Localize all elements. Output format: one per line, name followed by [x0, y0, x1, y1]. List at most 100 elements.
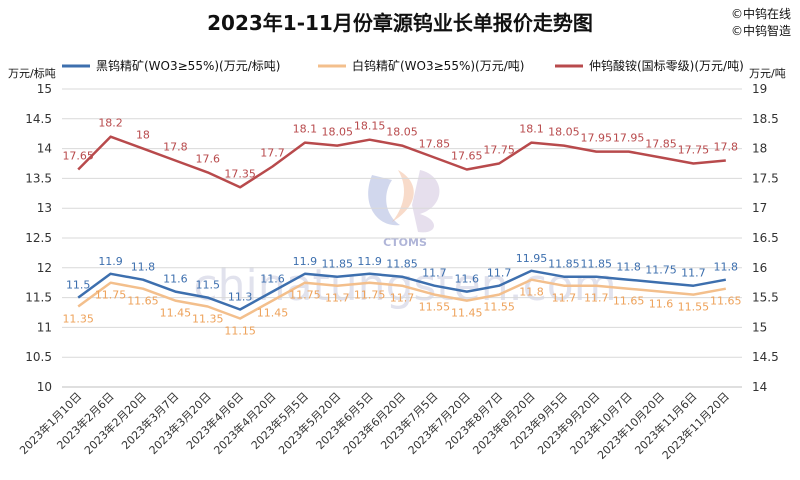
- data-label: 18.1: [519, 123, 544, 136]
- right-axis-ticks: 14 14.5 15 15.5 16 16.5 17 17.5 18 18.5 19: [752, 82, 779, 394]
- data-label: 11.65: [613, 295, 645, 308]
- data-label: 17.95: [581, 132, 613, 145]
- brand-line-1: ©中钨在线: [731, 6, 791, 21]
- data-label: 11.9: [98, 255, 123, 268]
- grid: [62, 88, 742, 388]
- data-label: 11.75: [645, 264, 677, 277]
- chart-title: 2023年1-11月份章源钨业长单报价走势图: [207, 11, 593, 35]
- data-label: 11.45: [160, 307, 192, 320]
- left-tick-label: 12: [37, 261, 52, 275]
- right-axis-unit: 万元/吨: [749, 67, 786, 80]
- data-labels: 11.511.9 11.811.6 11.511.311.611.9 11.85 11.…: [62, 117, 741, 338]
- data-label: 11.85: [386, 258, 418, 271]
- right-tick-label: 18.5: [752, 112, 779, 126]
- data-label: 11.6: [455, 273, 480, 286]
- data-label: 18.05: [548, 126, 580, 139]
- data-label: 11.45: [257, 307, 289, 320]
- data-label: 17.6: [195, 152, 220, 165]
- data-label: 11.7: [681, 267, 706, 280]
- data-label: 11.55: [419, 301, 451, 314]
- data-label: 11.6: [649, 298, 674, 311]
- data-label: 11.55: [678, 301, 710, 314]
- data-label: 11.8: [131, 261, 156, 274]
- data-label: 11.8: [714, 261, 739, 274]
- data-label: 17.85: [419, 138, 451, 151]
- data-label: 11.7: [584, 292, 609, 305]
- right-tick-label: 14: [752, 380, 767, 394]
- watermark-logo: CTOMS: [368, 170, 440, 249]
- data-label: 11.9: [357, 255, 382, 268]
- watermark-logo-text: CTOMS: [383, 236, 427, 249]
- data-label: 18.15: [354, 120, 386, 133]
- legend-item: 仲钨酸铵(国标零级)(万元/吨): [555, 58, 744, 73]
- left-axis-ticks: 10 10.5 11 11.5 12 12.5 13 13.5 14 14.5 15: [25, 82, 52, 394]
- data-label: 17.85: [645, 138, 677, 151]
- brand-line-2: ©中钨智造: [731, 23, 791, 38]
- data-label: 17.7: [260, 146, 285, 159]
- right-tick-label: 16: [752, 261, 767, 275]
- data-label: 11.7: [552, 292, 577, 305]
- data-label: 11.85: [321, 258, 353, 271]
- legend-label: 白钨精矿(WO3≥55%)(万元/吨): [352, 58, 524, 73]
- data-label: 11.6: [163, 273, 188, 286]
- data-label: 11.75: [289, 289, 321, 302]
- data-label: 18.2: [98, 117, 123, 130]
- data-label: 11.45: [451, 307, 483, 320]
- legend: 黑钨精矿(WO3≥55%)(万元/标吨) 白钨精矿(WO3≥55%)(万元/吨) 仲…: [62, 58, 744, 73]
- data-label: 17.75: [678, 144, 710, 157]
- data-label: 11.65: [127, 295, 159, 308]
- left-tick-label: 11: [37, 320, 52, 334]
- data-label: 18.05: [386, 126, 418, 139]
- right-tick-label: 15: [752, 320, 767, 334]
- data-label: 11.95: [516, 252, 548, 265]
- data-label: 11.65: [710, 295, 742, 308]
- watermark-logo-shape: [392, 170, 414, 222]
- data-label: 11.75: [95, 289, 127, 302]
- data-label: 17.65: [62, 149, 94, 162]
- series-line: [77, 135, 726, 189]
- right-tick-label: 17: [752, 201, 767, 215]
- left-tick-label: 14.5: [25, 112, 52, 126]
- data-label: 11.7: [422, 267, 447, 280]
- right-tick-label: 17.5: [752, 171, 779, 185]
- left-tick-label: 14: [37, 142, 52, 156]
- data-label: 17.95: [613, 132, 645, 145]
- legend-item: 黑钨精矿(WO3≥55%)(万元/标吨): [62, 58, 280, 73]
- data-label: 18.1: [293, 123, 318, 136]
- data-label: 18.05: [321, 126, 353, 139]
- data-label: 11.6: [260, 273, 285, 286]
- series-line: [77, 269, 727, 311]
- right-tick-label: 16.5: [752, 231, 779, 245]
- data-label: 11.55: [483, 301, 515, 314]
- data-label: 11.5: [66, 279, 91, 292]
- right-tick-label: 18: [752, 142, 767, 156]
- left-tick-label: 13: [37, 201, 52, 215]
- watermark-logo-shape: [412, 170, 440, 233]
- data-label: 17.8: [714, 141, 739, 154]
- data-label: 11.7: [487, 267, 512, 280]
- left-tick-label: 11.5: [25, 291, 52, 305]
- data-label: 11.85: [548, 258, 580, 271]
- data-label: 11.15: [224, 324, 256, 337]
- data-label: 17.75: [483, 144, 515, 157]
- data-label: 17.35: [224, 167, 256, 180]
- left-tick-label: 15: [37, 82, 52, 96]
- series-lines: [77, 135, 727, 320]
- data-label: 11.35: [192, 313, 224, 326]
- right-tick-label: 14.5: [752, 350, 779, 364]
- left-tick-label: 10: [37, 380, 52, 394]
- right-tick-label: 19: [752, 82, 767, 96]
- left-tick-label: 10.5: [25, 350, 52, 364]
- data-label: 11.35: [62, 313, 94, 326]
- series-line: [77, 278, 727, 320]
- data-label: 11.7: [325, 292, 350, 305]
- legend-label: 黑钨精矿(WO3≥55%)(万元/标吨): [96, 58, 280, 73]
- left-tick-label: 12.5: [25, 231, 52, 245]
- right-tick-label: 15.5: [752, 291, 779, 305]
- data-label: 11.75: [354, 289, 386, 302]
- data-label: 11.8: [519, 286, 544, 299]
- data-label: 11.5: [195, 279, 220, 292]
- data-label: 17.8: [163, 141, 188, 154]
